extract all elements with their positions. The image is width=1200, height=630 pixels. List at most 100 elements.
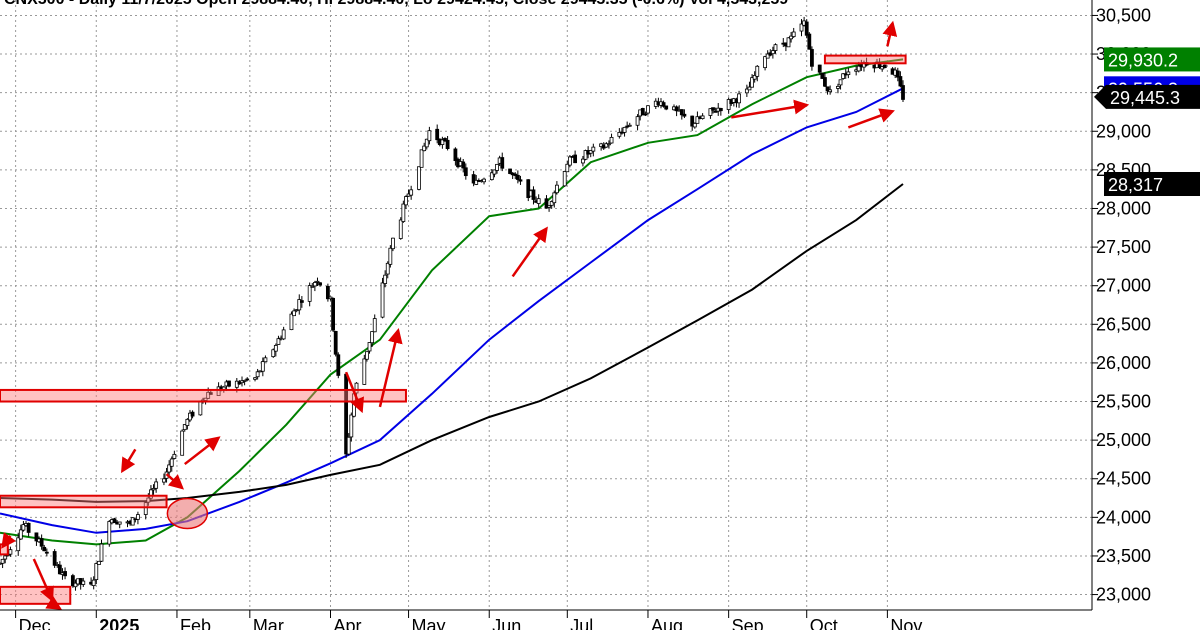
candle-body [271,349,276,358]
y-tick-label: 30,500 [1096,5,1151,25]
moving-average-line [0,58,904,546]
candle-body [73,582,78,588]
candle-body [513,173,518,176]
annotation-arrow [121,448,137,474]
x-tick-label: Jul [570,616,593,630]
candle-body [661,102,666,107]
candle-body [463,167,468,177]
annotation-arrow [344,371,364,414]
y-tick-label: 29,000 [1096,121,1151,141]
candle-body [617,132,622,137]
candle-body [365,351,369,360]
candle-body [713,110,718,113]
candle-body [0,558,5,564]
candle-body [325,285,330,300]
candle-body [495,163,499,171]
candle-body [804,21,809,36]
candle-body [591,146,596,152]
x-tick-label: Sep [732,616,764,630]
candle-body [273,345,278,352]
candle-body [198,400,203,416]
candle-body [370,331,375,344]
candle-body [440,139,445,145]
highlight-zone [823,54,907,65]
candle-body [836,85,840,89]
candle-body [690,115,695,127]
candle-body [737,93,741,104]
candle-body [216,386,221,396]
candle-body [692,122,697,128]
candle-body [336,354,341,376]
candle-body [422,145,427,152]
candle-body [203,397,208,401]
candle-body [609,136,614,144]
y-tick-label: 27,500 [1096,237,1151,257]
candle-body [167,464,172,473]
candle-body [354,382,359,394]
candle-body [404,196,408,206]
candle-body [188,412,192,421]
price-candles [0,16,905,591]
candle-body [682,113,687,117]
x-tick-label: Aug [651,616,683,630]
candle-body [515,174,520,180]
candle-body [763,56,767,69]
candle-body [635,116,640,126]
value-tag [1104,47,1200,72]
y-tick-label: 25,500 [1096,392,1151,412]
candle-body [786,37,791,48]
candle-body [208,392,213,395]
candle-body [828,89,833,93]
candle-body [312,282,317,287]
candle-body [57,564,62,575]
y-tick-label: 24,500 [1096,469,1151,489]
y-tick-label: 26,500 [1096,314,1151,334]
candle-body [508,168,512,174]
candle-body [643,113,648,116]
value-tag-label: 28,317 [1108,175,1163,195]
candle-body [674,106,679,112]
candle-body [96,560,101,565]
candle-body [63,571,67,577]
candle-body [898,76,903,87]
candle-body [825,86,830,92]
candle-body [307,285,312,302]
annotation-arrow [511,226,548,278]
annotation-arrow [45,595,63,610]
highlight-zone [0,585,72,605]
candle-body [474,179,479,185]
candle-body [292,310,296,317]
candle-body [81,580,86,585]
candle-body [328,296,333,300]
candle-body [588,150,593,154]
candle-body [310,285,315,288]
y-tick-label: 23,500 [1096,546,1151,566]
candle-body [622,126,627,133]
candle-body [773,44,778,51]
candle-body [297,299,302,311]
candle-body [549,201,554,206]
annotations [0,20,907,610]
candle-body [583,150,588,160]
candle-body [562,171,567,187]
candle-body [435,128,440,141]
candle-body [443,138,447,142]
highlight-ellipse [166,497,209,530]
candle-body [500,157,505,169]
candle-body [895,70,900,78]
candle-body [544,198,549,209]
candle-body [573,154,578,164]
candle-body [565,163,570,173]
candle-body [388,247,393,265]
candle-body [162,478,166,483]
candle-body [117,521,122,525]
candle-body [130,517,135,526]
candle-body [518,179,523,182]
candle-body [16,537,21,552]
y-tick-label: 23,000 [1096,585,1151,605]
candle-body [461,161,466,169]
candle-body [817,64,822,73]
candle-body [554,184,559,194]
candle-body [52,551,57,566]
candle-body [841,73,846,79]
